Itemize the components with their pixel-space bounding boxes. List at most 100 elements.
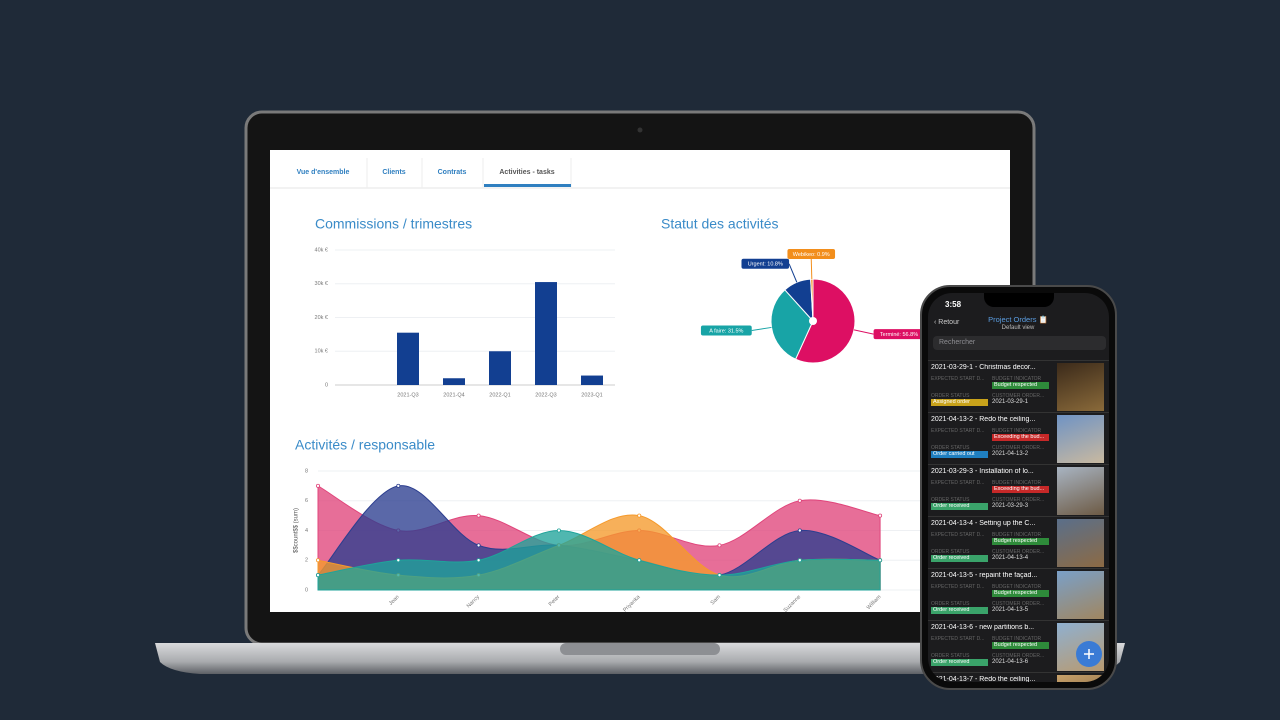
- active-tab-indicator: [484, 184, 571, 187]
- order-item[interactable]: 2021-04-13-5 - repaint the façad... EXPEC…: [928, 568, 1109, 621]
- field-label: BUDGET INDICATOR: [992, 532, 1042, 538]
- field-label: EXPECTED START D...: [931, 428, 985, 434]
- order-thumb: [1057, 675, 1104, 682]
- pie-leader: [810, 259, 813, 280]
- tab-active[interactable]: Activities - tasks: [499, 169, 554, 176]
- chart-title: Commissions / trimestres: [315, 216, 472, 232]
- back-label[interactable]: Retour: [938, 319, 960, 326]
- y-axis-label: $$count$$ (sum): [294, 508, 300, 553]
- customer-order: 2021-03-29-1: [992, 399, 1029, 405]
- search-box[interactable]: Rechercher: [933, 336, 1106, 350]
- field-label: ORDER STATUS: [931, 653, 970, 659]
- status-badge: Order received: [931, 503, 988, 510]
- order-title: 2021-04-13-2 - Redo the ceiling...: [931, 416, 1036, 423]
- field-label: EXPECTED START D...: [931, 636, 985, 642]
- field-label: CUSTOMER ORDER...: [992, 497, 1045, 503]
- pie-label: Urgent: 10.8%: [748, 262, 783, 268]
- y-tick-label: 10k €: [315, 349, 328, 355]
- field-label: CUSTOMER ORDER...: [992, 601, 1045, 607]
- customer-order: 2021-04-13-2: [992, 451, 1029, 457]
- order-title: 2021-04-13-6 - new partitions b...: [931, 624, 1035, 631]
- status-badge: Order received: [931, 555, 988, 562]
- field-label: BUDGET INDICATOR: [992, 428, 1042, 434]
- back-button[interactable]: ‹ Retour: [934, 319, 960, 326]
- order-title: 2021-04-13-4 - Setting up the C...: [931, 520, 1036, 527]
- order-item[interactable]: 2021-04-13-2 - Redo the ceiling... EXPECT…: [928, 412, 1109, 465]
- budget-badge: Budget respected: [992, 538, 1049, 545]
- field-label: BUDGET INDICATOR: [992, 584, 1042, 590]
- field-label: EXPECTED START D...: [931, 584, 985, 590]
- bar: [535, 282, 557, 385]
- point: [315, 558, 320, 563]
- x-tick-label: 2022-Q1: [489, 392, 510, 398]
- field-label: CUSTOMER ORDER...: [992, 653, 1045, 659]
- tab[interactable]: Clients: [382, 169, 405, 176]
- customer-order: 2021-03-29-3: [992, 503, 1029, 509]
- y-tick-label: 40k €: [315, 247, 328, 253]
- budget-badge: Exceeding the bud...: [992, 486, 1049, 493]
- pie-label-box: [700, 325, 752, 336]
- point: [315, 483, 320, 488]
- customer-order: 2021-04-13-6: [992, 659, 1029, 665]
- field-label: EXPECTED START D...: [931, 480, 985, 486]
- nav-title[interactable]: Project Orders 📋: [988, 315, 1048, 324]
- pie-label-box: [787, 249, 836, 260]
- field-label: ORDER STATUS: [931, 601, 970, 607]
- pie-leader: [853, 329, 874, 335]
- order-thumb: [1057, 415, 1104, 463]
- order-item[interactable]: 2021-03-29-3 - Installation of lo... EXPE…: [928, 464, 1109, 517]
- order-item[interactable]: 2021-03-29-1 - Christmas decor... EXPECTE…: [928, 360, 1109, 413]
- phone-notch: [984, 293, 1054, 307]
- point: [476, 543, 481, 548]
- y-tick-label: 6: [305, 498, 308, 504]
- point: [556, 528, 561, 533]
- budget-badge: Budget respected: [992, 590, 1049, 597]
- status-badge: Order carried out: [931, 451, 988, 458]
- point: [717, 543, 722, 548]
- y-tick-label: 0: [305, 587, 308, 593]
- fab-icon[interactable]: [1076, 641, 1102, 667]
- y-tick-label: 30k €: [315, 281, 328, 287]
- point: [878, 558, 883, 563]
- order-thumb: [1057, 363, 1104, 411]
- field-label: BUDGET INDICATOR: [992, 636, 1042, 642]
- phone-screen: 3:58 ‹ Retour Project Orders 📋 Default v…: [928, 293, 1109, 682]
- field-label: CUSTOMER ORDER...: [992, 445, 1045, 451]
- point: [476, 558, 481, 563]
- fab-add[interactable]: [1076, 641, 1102, 667]
- nav-subtitle: Default view: [1001, 325, 1035, 331]
- y-tick-label: 2: [305, 558, 308, 564]
- point: [396, 558, 401, 563]
- point: [315, 573, 320, 578]
- order-item[interactable]: 2021-04-13-7 - Redo the ceiling...: [928, 672, 1109, 682]
- dashboard: Vue d'ensemble Clients Contrats Activiti…: [270, 158, 1010, 612]
- x-tick-label: 2021-Q4: [443, 392, 464, 398]
- search-placeholder[interactable]: Rechercher: [939, 339, 976, 346]
- order-title: 2021-03-29-1 - Christmas decor...: [931, 364, 1036, 371]
- pie-label: A faire: 31.5%: [709, 328, 743, 334]
- point: [396, 483, 401, 488]
- x-tick-label: 2022-Q3: [535, 392, 556, 398]
- x-tick-label: 2021-Q3: [397, 392, 418, 398]
- pie-leader: [788, 263, 798, 283]
- order-thumb: [1057, 571, 1104, 619]
- bar: [397, 332, 419, 385]
- order-title: 2021-04-13-7 - Redo the ceiling...: [931, 676, 1036, 682]
- tab[interactable]: Contrats: [438, 169, 467, 176]
- point: [797, 528, 802, 533]
- pie-leader: [751, 326, 772, 332]
- tab[interactable]: Vue d'ensemble: [297, 169, 350, 176]
- field-label: BUDGET INDICATOR: [992, 480, 1042, 486]
- phone: 3:58 ‹ Retour Project Orders 📋 Default v…: [920, 285, 1117, 690]
- order-thumb: [1057, 467, 1104, 515]
- point: [797, 558, 802, 563]
- order-title: 2021-04-13-5 - repaint the façad...: [931, 572, 1038, 579]
- field-label: ORDER STATUS: [931, 445, 970, 451]
- order-title: 2021-03-29-3 - Installation of lo...: [931, 468, 1034, 475]
- budget-badge: Exceeding the bud...: [992, 434, 1049, 441]
- customer-order: 2021-04-13-5: [992, 607, 1029, 613]
- y-tick-label: 8: [305, 468, 308, 474]
- order-item[interactable]: 2021-04-13-4 - Setting up the C... EXPECT…: [928, 516, 1109, 569]
- pie-slice: [770, 289, 814, 360]
